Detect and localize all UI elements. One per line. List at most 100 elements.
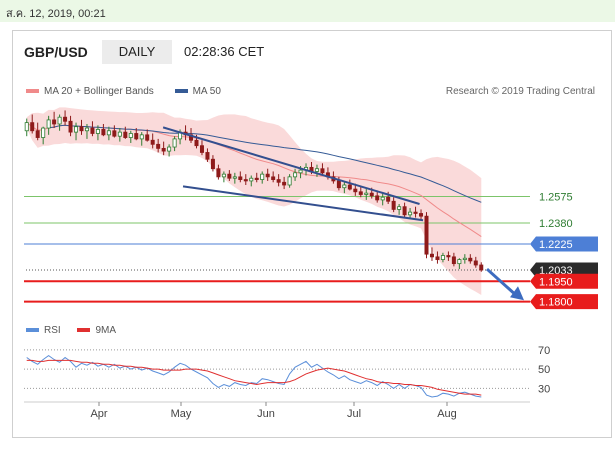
x-label-Jun: Jun [257,408,275,420]
candle-body [347,184,352,190]
candle-body [276,179,281,183]
candle-body [320,168,325,174]
legend-ma20-label: MA 20 + Bollinger Bands [44,86,154,97]
timeframe-button[interactable]: DAILY [102,40,172,64]
candle-body [63,116,68,122]
candle-body [145,134,150,141]
candle-body [117,131,122,137]
candle-body [172,138,177,148]
candles [24,110,484,272]
date-stamp: ส.ค. 12, 2019, 00:21 [6,8,106,20]
candle-body [41,127,46,138]
x-label-Jul: Jul [347,408,361,420]
candle-body [205,152,210,160]
candle-body [397,206,402,210]
candle-body [95,129,100,134]
candle-body [52,119,57,125]
candle-body [232,176,237,179]
rsi-tick-50: 50 [538,364,550,376]
forecast-arrow-shaft [485,267,517,296]
candle-body [462,257,467,260]
candle-body [35,130,40,138]
candle-body [314,168,319,172]
level-tag-1.2033 [530,262,598,278]
x-axis: Apr May Jun Jul Aug [24,401,530,420]
candle-body [265,173,270,178]
candle-body [479,264,484,271]
candle-body [84,127,89,132]
x-label-Aug: Aug [437,408,457,420]
trend-channel [162,126,524,301]
candle-body [254,177,259,180]
candle-body [364,192,369,195]
candle-body [101,129,106,136]
level-tag-1.2225 [530,236,598,252]
candle-body [375,195,380,201]
ma50-line [48,124,482,203]
candle-body [419,213,424,217]
candle-body [408,211,413,216]
candle-body [238,176,243,180]
rsi-series-9MA [26,359,482,396]
legend-9ma: 9MA [77,325,116,336]
candle-body [424,215,429,255]
legend-9ma-swatch [77,328,91,333]
candle-body [57,116,62,125]
candle-body [402,206,407,216]
candle-body [287,176,292,186]
level-label-1.2225: 1.2225 [539,239,573,251]
candle-body [68,120,73,133]
level-label-1.2380: 1.2380 [539,218,573,230]
forecast-arrow-head [510,286,524,301]
candle-body [199,145,204,153]
candle-body [336,180,341,189]
candle-body [24,122,29,132]
candle-body [139,134,144,140]
candle-body [128,133,133,138]
candle-body [221,173,226,178]
level-label-1.2575: 1.2575 [539,192,573,204]
legend-ma20: MA 20 + Bollinger Bands [26,86,154,97]
level-tag-1.1950 [530,273,598,289]
candle-body [446,255,451,258]
research-credit: Research © 2019 Trading Central [445,86,595,97]
level-lines [24,196,530,303]
rsi-tick-70: 70 [538,345,550,357]
candle-body [380,196,385,201]
legend-ma50-label: MA 50 [192,86,221,97]
candle-body [90,127,95,134]
candle-body [46,119,51,129]
candle-body [249,177,254,182]
candle-body [435,256,440,260]
candle-body [451,256,456,265]
candle-body [161,147,166,152]
candle-body [473,260,478,266]
chart-card [12,30,612,438]
candle-body [440,255,445,260]
candle-body [134,133,139,140]
legend-ma20-swatch [26,89,39,94]
legend-rsi-label: RSI [44,325,61,336]
legend-9ma-label: 9MA [95,325,117,336]
candle-body [386,196,391,202]
trend-line-lower [182,185,424,222]
candle-body [468,257,473,262]
candle-body [106,130,111,136]
legend-rsi-swatch [26,328,39,333]
legend-ma50-swatch [174,89,188,94]
candle-body [342,184,347,189]
trend-line-upper [162,126,420,205]
candle-body [123,131,128,138]
rsi-panel: 70 50 30 [24,345,550,398]
candle-body [243,179,248,182]
candle-body [210,158,215,170]
candle-body [156,143,161,149]
candle-body [282,181,287,186]
candle-body [413,211,418,214]
candle-body [112,130,117,137]
candle-body [79,126,84,132]
rsi-legend: RSI 9MA [26,325,130,336]
candle-body [150,139,155,145]
